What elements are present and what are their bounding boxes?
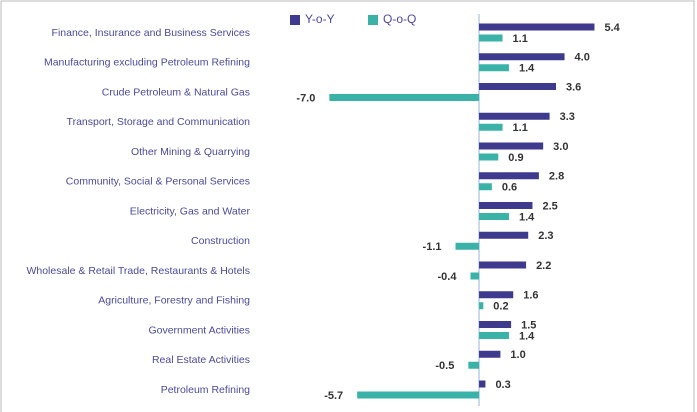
bar [479, 231, 529, 239]
category-label: Real Estate Activities [152, 354, 250, 366]
value-label: -0.4 [438, 271, 458, 283]
bar [479, 302, 484, 310]
value-label: 2.5 [542, 200, 557, 212]
category-label: Government Activities [148, 324, 250, 336]
value-label: 2.2 [536, 260, 551, 272]
value-label: 1.0 [510, 349, 525, 361]
bar [479, 321, 512, 328]
bar [479, 112, 550, 120]
value-label: 1.6 [523, 290, 538, 302]
category-label: Other Mining & Quarrying [131, 146, 250, 158]
value-label: 1.1 [513, 33, 528, 45]
bar [479, 142, 544, 150]
bar [357, 391, 480, 399]
category-label: Wholesale & Retail Trade, Restaurants & … [26, 265, 250, 277]
value-label: 0.6 [502, 182, 517, 194]
bar [479, 23, 595, 31]
value-label: -5.7 [324, 390, 343, 402]
bar [479, 202, 533, 209]
bar [470, 272, 480, 280]
value-label: 3.3 [560, 111, 575, 123]
value-label: 3.6 [566, 81, 581, 93]
value-label: 1.4 [519, 330, 535, 342]
value-label: 1.1 [513, 122, 528, 134]
bar [479, 153, 499, 161]
value-label: 2.8 [549, 171, 564, 183]
category-label: Manufacturing excluding Petroleum Refini… [44, 57, 250, 69]
value-label: -0.5 [435, 360, 454, 372]
bar [479, 64, 509, 72]
bar [479, 380, 486, 388]
bar [479, 291, 514, 299]
category-label: Agriculture, Forestry and Fishing [98, 295, 250, 307]
bar [479, 350, 501, 358]
bar [479, 83, 556, 90]
bar [468, 361, 480, 369]
category-label: Construction [191, 235, 250, 247]
value-label: 3.0 [553, 141, 568, 153]
category-label: Electricity, Gas and Water [130, 205, 251, 217]
bar [479, 172, 539, 180]
category-label: Crude Petroleum & Natural Gas [102, 86, 250, 98]
value-label: -7.0 [296, 92, 315, 104]
bar [329, 94, 480, 101]
value-label: 1.5 [521, 319, 536, 331]
bar [479, 34, 503, 42]
value-label: 0.3 [495, 379, 510, 391]
bar [479, 183, 492, 191]
legend-label: Q-o-Q [383, 12, 416, 26]
legend-swatch [368, 15, 378, 25]
value-label: 1.4 [519, 63, 535, 75]
value-label: -1.1 [423, 241, 442, 253]
bar [479, 261, 527, 269]
bar [479, 213, 509, 220]
bar [479, 123, 503, 131]
legend-label: Y-o-Y [305, 12, 335, 26]
category-label: Transport, Storage and Communication [67, 116, 251, 128]
category-label: Finance, Insurance and Business Services [52, 27, 250, 39]
value-label: 0.9 [508, 152, 523, 164]
value-label: 5.4 [604, 22, 620, 34]
value-label: 1.4 [519, 211, 535, 223]
value-label: 2.3 [538, 230, 553, 242]
bar [479, 53, 565, 61]
bar [455, 242, 480, 250]
bar [479, 332, 509, 339]
value-label: 0.2 [493, 301, 508, 313]
category-label: Community, Social & Personal Services [66, 176, 250, 188]
value-label: 4.0 [575, 52, 590, 64]
legend-swatch [290, 15, 300, 25]
category-label: Petroleum Refining [161, 384, 250, 396]
